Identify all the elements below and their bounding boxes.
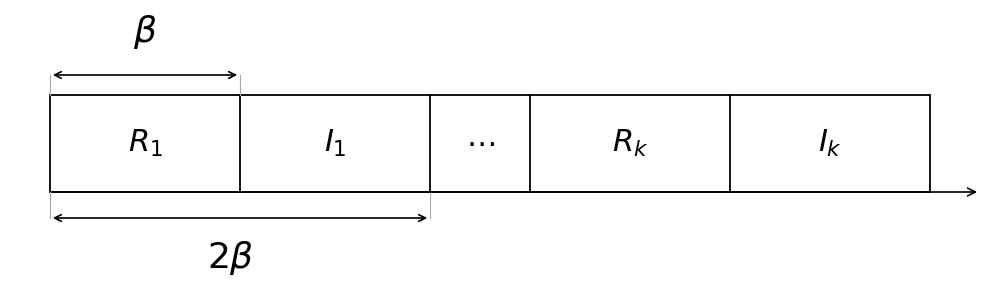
- Text: $R_1$: $R_1$: [128, 127, 162, 159]
- Text: $I_k$: $I_k$: [818, 127, 842, 159]
- Text: $\beta$: $\beta$: [133, 13, 157, 51]
- Text: $R_k$: $R_k$: [612, 127, 648, 159]
- Bar: [50, 95, 930, 192]
- Text: $\cdots$: $\cdots$: [466, 127, 494, 159]
- Text: $I_1$: $I_1$: [324, 127, 346, 159]
- Text: $2\beta$: $2\beta$: [207, 239, 253, 277]
